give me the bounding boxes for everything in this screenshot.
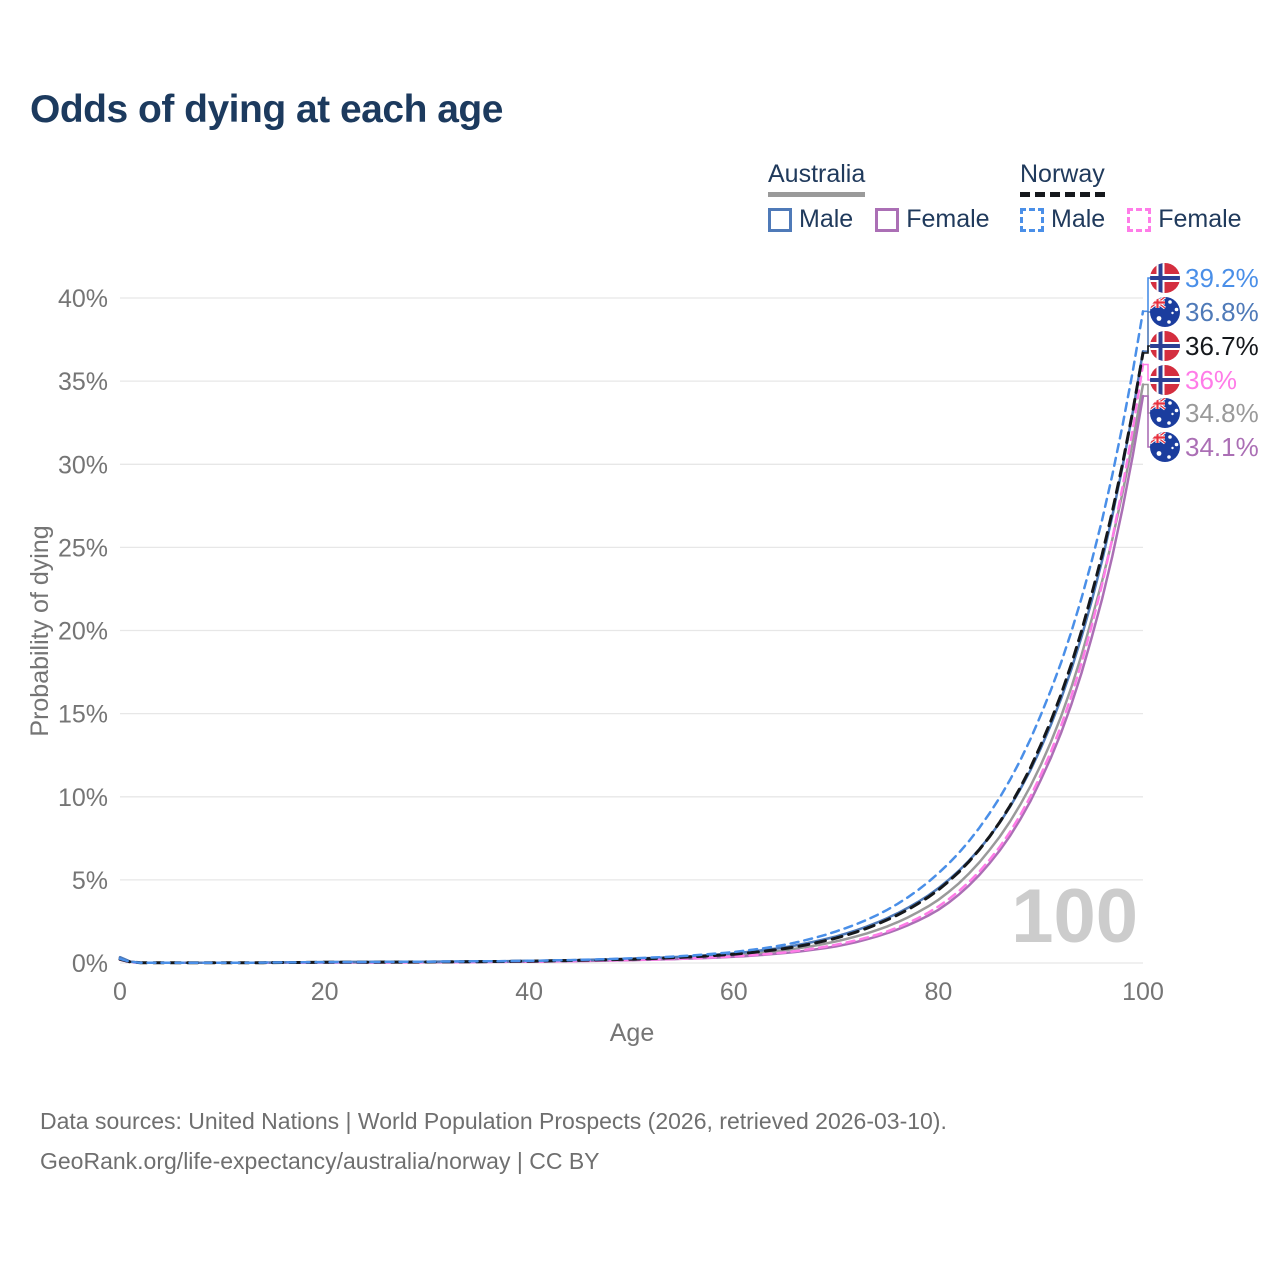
y-tick-label: 20% [58,618,108,646]
y-tick-label: 0% [72,950,108,978]
x-tick-label: 80 [924,978,952,1006]
end-label-value: 36.8% [1185,296,1259,327]
end-label-value: 36.7% [1185,330,1259,361]
end-label-value: 39.2% [1185,262,1259,293]
y-tick-label: 25% [58,534,108,562]
norway-flag-icon [1150,331,1180,361]
series-line-au-both [118,383,1145,965]
data-source-line: Data sources: United Nations | World Pop… [40,1108,947,1134]
legend-item-label: Female [1158,205,1242,233]
attribution-line: GeoRank.org/life-expectancy/australia/no… [40,1148,600,1174]
series-line-au-female [118,394,1145,965]
legend-item-label: Female [906,205,990,233]
norway-flag-icon [1150,263,1180,293]
legend-group-norway: Norway Male Female [1020,160,1242,234]
series-line-au-male [118,349,1145,965]
australia-flag-icon [1150,398,1180,428]
australia-flag-icon [1150,297,1180,327]
x-tick-label: 20 [311,978,339,1006]
end-label-value: 34.1% [1185,431,1259,462]
line-end-label-au-both: 34.8% [1150,398,1259,428]
series-line-no-both [118,351,1145,965]
y-axis-title: Probability of dying [26,525,54,736]
end-label-value: 36% [1185,364,1238,395]
legend-country-norway: Norway [1020,160,1105,197]
legend-item-australia-male[interactable]: Male [768,205,853,234]
australia-female-swatch [875,207,900,232]
legend-item-norway-male[interactable]: Male [1020,205,1105,234]
legend-country-australia: Australia [768,160,866,197]
legend: Australia Male Female Norway Male Female [0,160,1280,240]
norway-flag-icon [1150,365,1180,395]
line-end-label-no-male: 39.2% [1150,263,1259,293]
legend-group-australia: Australia Male Female [768,160,990,234]
hover-age-watermark: 100 [1011,874,1138,959]
gridlines: 0% 5% 10% 15% 20% 25% 30% 35% 40% [58,285,1143,978]
line-end-label-no-both: 36.7% [1150,331,1259,361]
legend-item-label: Male [1051,205,1106,233]
line-end-label-no-female: 36% [1150,365,1237,395]
y-tick-label: 30% [58,451,108,479]
y-tick-label: 15% [58,701,108,729]
line-end-label-au-male: 36.8% [1150,297,1259,327]
line-end-label-au-female: 34.1% [1150,432,1259,462]
norway-male-swatch [1020,207,1044,232]
x-tick-label: 100 [1122,978,1164,1006]
legend-item-label: Male [799,205,854,233]
norway-female-swatch [1127,207,1152,232]
series-lines [118,310,1145,965]
legend-item-australia-female[interactable]: Female [875,205,990,234]
page-title: Odds of dying at each age [30,88,503,131]
y-tick-label: 10% [58,784,108,812]
x-tick-label: 60 [720,978,748,1006]
y-tick-label: 40% [58,285,108,313]
legend-item-norway-female[interactable]: Female [1127,205,1242,234]
y-tick-label: 5% [72,867,108,895]
series-line-no-female [118,363,1145,965]
series-line-no-male [118,310,1145,965]
end-label-value: 34.8% [1185,397,1259,428]
australia-flag-icon [1150,432,1180,462]
y-tick-label: 35% [58,368,108,396]
x-tick-label: 0 [113,978,127,1006]
x-axis-title: Age [610,1019,654,1047]
x-tick-label: 40 [515,978,543,1006]
australia-male-swatch [768,207,792,232]
